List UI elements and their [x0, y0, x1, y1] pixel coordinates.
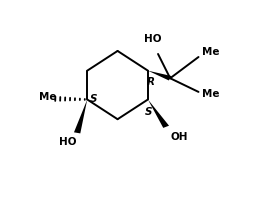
Polygon shape	[148, 99, 169, 128]
Text: Me: Me	[39, 92, 56, 102]
Text: S: S	[145, 107, 152, 117]
Text: HO: HO	[59, 137, 77, 147]
Polygon shape	[148, 71, 171, 80]
Text: Me: Me	[202, 89, 220, 99]
Polygon shape	[74, 99, 87, 133]
Text: Me: Me	[202, 47, 220, 57]
Text: S: S	[90, 94, 98, 104]
Text: OH: OH	[170, 132, 188, 142]
Text: HO: HO	[144, 34, 162, 44]
Text: R: R	[147, 77, 155, 87]
